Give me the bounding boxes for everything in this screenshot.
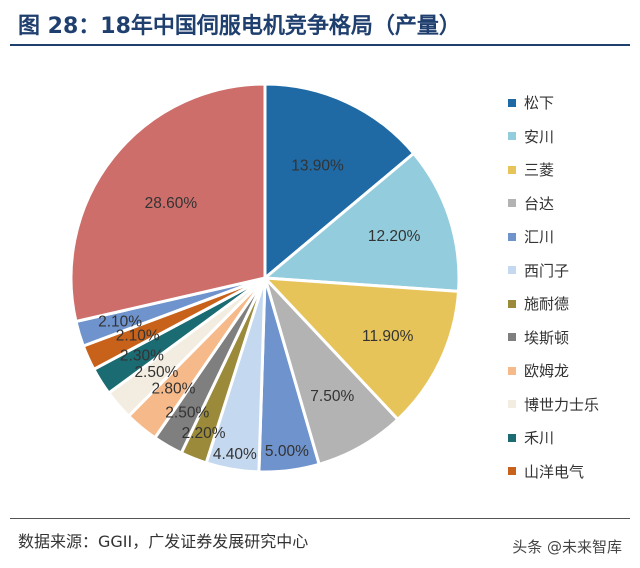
legend-label: 施耐德 (524, 295, 570, 314)
legend-item-3: 台达 (508, 187, 638, 221)
chart-legend: 松下安川三菱台达汇川西门子施耐德埃斯顿欧姆龙博世力士乐禾川山洋电气 (508, 86, 638, 488)
pie-chart: 13.90% 12.20% 11.90% 7.50% 5.00% 4.40% 2.20% 2.… (69, 82, 461, 474)
legend-label: 欧姆龙 (524, 362, 570, 381)
legend-label: 松下 (524, 94, 555, 113)
legend-label: 安川 (524, 127, 555, 146)
pie-data-label-2: 11.90% (362, 328, 414, 345)
legend-label: 禾川 (524, 429, 555, 448)
legend-label: 埃斯顿 (524, 328, 570, 347)
chart-title: 图 28：18年中国伺服电机竞争格局（产量） (18, 14, 461, 39)
legend-item-2: 三菱 (508, 153, 638, 187)
legend-item-7: 埃斯顿 (508, 321, 638, 355)
pie-slice-13 (69, 82, 267, 324)
pie-data-label-12: 2.10% (98, 314, 142, 331)
source-note: 数据来源：GGII，广发证券发展研究中心 (18, 532, 309, 551)
watermark: 头条 @未来智库 (512, 538, 622, 556)
legend-label: 山洋电气 (524, 462, 585, 481)
legend-item-5: 西门子 (508, 254, 638, 288)
legend-swatch (508, 299, 516, 308)
pie-data-label-13: 28.60% (145, 195, 198, 212)
legend-label: 博世力士乐 (524, 395, 600, 414)
legend-swatch (508, 333, 516, 342)
legend-item-8: 欧姆龙 (508, 354, 638, 388)
legend-swatch (508, 165, 516, 174)
pie-data-label-7: 2.50% (165, 404, 209, 421)
pie-data-label-10: 2.30% (120, 348, 164, 365)
pie-data-label-11: 2.10% (116, 327, 160, 344)
legend-item-9: 博世力士乐 (508, 388, 638, 422)
legend-swatch (508, 232, 516, 241)
pie-data-label-9: 2.50% (134, 364, 178, 381)
legend-item-0: 松下 (508, 86, 638, 120)
legend-swatch (508, 433, 516, 442)
pie-data-label-4: 5.00% (265, 443, 309, 460)
pie-slices (69, 82, 461, 474)
legend-label: 汇川 (524, 228, 555, 247)
legend-item-1: 安川 (508, 120, 638, 154)
pie-data-label-0: 13.90% (291, 157, 344, 174)
legend-item-6: 施耐德 (508, 287, 638, 321)
title-divider (10, 44, 630, 46)
legend-label: 三菱 (524, 161, 555, 180)
pie-data-label-6: 2.20% (182, 425, 226, 442)
legend-item-10: 禾川 (508, 421, 638, 455)
legend-swatch (508, 400, 516, 409)
legend-swatch (508, 199, 516, 208)
legend-label: 西门子 (524, 261, 570, 280)
legend-swatch (508, 467, 516, 476)
legend-label: 台达 (524, 194, 555, 213)
pie-slice-0 (263, 82, 416, 282)
title-bar: 图 28：18年中国伺服电机竞争格局（产量） (0, 0, 640, 46)
legend-item-4: 汇川 (508, 220, 638, 254)
pie-slice-2 (261, 276, 461, 422)
pie-data-label-5: 4.40% (213, 446, 257, 463)
legend-swatch (508, 132, 516, 141)
pie-labels: 13.90% 12.20% 11.90% 7.50% 5.00% 4.40% 2.20% 2.… (98, 157, 421, 462)
legend-swatch (508, 366, 516, 375)
legend-swatch (508, 98, 516, 107)
legend-swatch (508, 266, 516, 275)
legend-item-11: 山洋电气 (508, 455, 638, 489)
pie-slice-1 (261, 151, 461, 293)
pie-data-label-1: 12.20% (368, 228, 421, 245)
pie-data-label-8: 2.80% (152, 381, 196, 398)
footer-divider (10, 518, 630, 519)
pie-data-label-3: 7.50% (310, 388, 354, 405)
